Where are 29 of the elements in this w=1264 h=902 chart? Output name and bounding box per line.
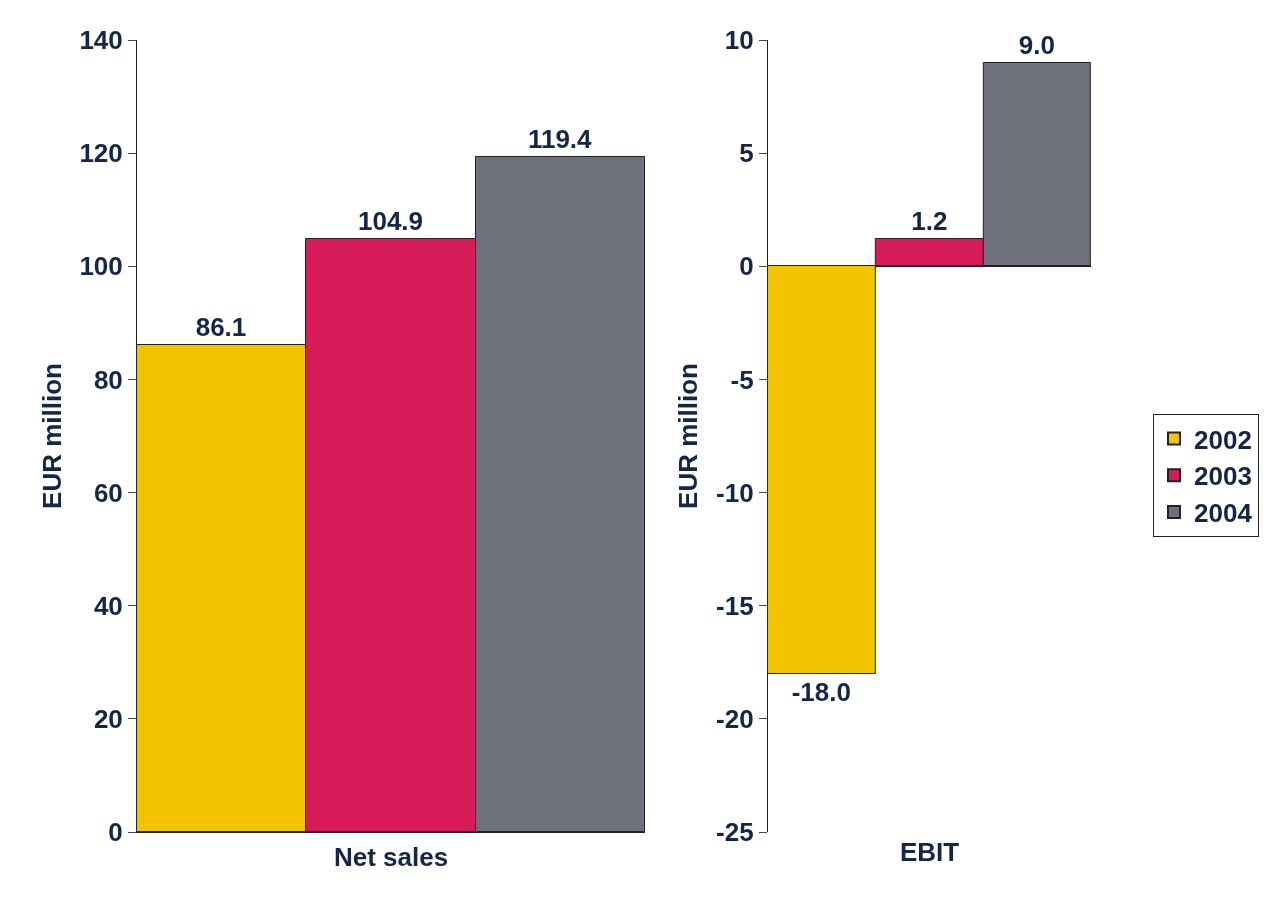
y-tick-label: 0	[739, 251, 754, 282]
y-tick-label: -10	[716, 477, 754, 508]
y-tick-label: -5	[730, 364, 754, 395]
y-tick-label: 80	[93, 364, 123, 395]
y-tick-label: -25	[716, 817, 754, 848]
data-label: 104.9	[357, 205, 424, 236]
y-tick-label: 100	[79, 251, 123, 282]
legend-label: 2002	[1194, 424, 1252, 455]
y-tick-label: -15	[716, 590, 754, 621]
x-axis-title: EBIT	[899, 836, 960, 867]
y-tick-label: 20	[93, 703, 123, 734]
y-tick-label: 40	[93, 590, 123, 621]
y-axis-title: EUR million	[36, 363, 67, 509]
legend-label: 2003	[1194, 461, 1252, 492]
data-label: -18.0	[791, 676, 851, 707]
y-tick-label: 140	[79, 25, 123, 56]
y-tick-label: 60	[93, 477, 123, 508]
data-label: 119.4	[527, 123, 593, 154]
y-tick-label: 0	[108, 817, 123, 848]
x-axis-title: Net sales	[333, 841, 449, 872]
y-tick-label: 10	[724, 25, 754, 56]
data-label: 9.0	[1018, 29, 1055, 60]
y-tick-label: 5	[739, 138, 754, 169]
legend-label: 2004	[1194, 498, 1253, 529]
y-axis-title: EUR million	[673, 363, 704, 509]
data-label: 86.1	[195, 311, 247, 342]
y-tick-label: -20	[716, 703, 754, 734]
data-label: 1.2	[911, 205, 948, 236]
y-tick-label: 120	[79, 138, 123, 169]
